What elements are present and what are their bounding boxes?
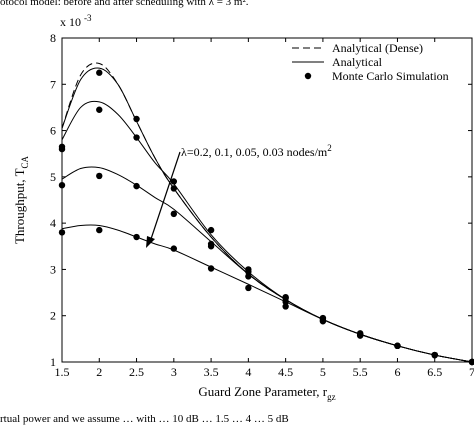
x-tick-label: 5 (320, 365, 326, 379)
legend-marker (304, 72, 312, 80)
dense-curve (61, 62, 473, 363)
mc-point-set3 (133, 182, 140, 190)
figure-caption-bottom: rtual power and we assume … with … 10 dB… (0, 413, 289, 425)
legend-entry: Analytical (Dense) (332, 41, 423, 55)
legend-entry: Analytical (332, 55, 383, 69)
y-axis-label-sub: CA (20, 155, 30, 168)
legend-entry: Monte Carlo Simulation (332, 69, 449, 83)
annotation-arrow-head (146, 236, 155, 248)
plot-frame (61, 37, 473, 363)
mc-point-set4 (170, 245, 178, 252)
mc-point-set3 (170, 210, 178, 218)
mc-point-set2 (170, 185, 178, 192)
x-tick-label: 7 (469, 365, 474, 379)
mc-point-set4 (319, 318, 327, 325)
x-tick-label: 1.5 (55, 365, 70, 379)
analytical-curve-5 (61, 224, 473, 363)
mc-point-set3 (282, 298, 289, 306)
mc-point-set3 (207, 243, 215, 250)
y-tick-label: 5 (50, 170, 56, 184)
mc-point-set4 (468, 358, 474, 366)
x-tick-label: 2.5 (129, 365, 144, 379)
mc-point-set2 (133, 134, 140, 141)
series-layer (58, 62, 474, 366)
x-tick-label: 6 (394, 365, 400, 379)
x-tick-label: 6.5 (427, 365, 442, 379)
lambda-annotation-sup: 2 (327, 143, 332, 153)
y-tick-label: 1 (50, 355, 56, 369)
mc-point-set1 (96, 69, 103, 76)
mc-point-set4 (356, 332, 364, 339)
y-tick-label: 7 (50, 77, 56, 91)
mc-point-set4 (431, 351, 438, 359)
y-tick-label: 2 (50, 309, 56, 323)
analytical-curve-2 (61, 67, 473, 363)
mc-point-set4 (58, 229, 66, 236)
y-tick-label: 6 (50, 124, 56, 138)
x-axis-label: Guard Zone Parameter, rgz (198, 384, 335, 402)
annotation-arrow-shaft (149, 151, 181, 243)
analytical-curve-4 (61, 166, 473, 363)
mc-point-set4 (282, 303, 289, 310)
mc-point-set2 (245, 268, 252, 275)
mc-point-set1 (207, 226, 215, 234)
mc-point-set3 (58, 181, 66, 189)
x-tick-label: 4.5 (278, 365, 293, 379)
mc-point-set4 (245, 284, 252, 292)
x-tick-label: 5.5 (353, 365, 368, 379)
y-tick-label: 4 (50, 216, 56, 230)
figure-caption-top: otocol model: before and after schedulin… (0, 0, 249, 8)
mc-point-set2 (96, 106, 103, 113)
mc-point-set4 (394, 342, 401, 349)
axes-layer: 1.5 2 2.5 3 3.5 4 4.5 5 5.5 6 6.5 7 1 2 3 4 5 6 7 8 x 10 -3 G… (12, 13, 474, 402)
x-tick-label: 4 (245, 365, 251, 379)
y-multiplier: x 10 -3 (60, 13, 92, 29)
mc-point-set3 (96, 172, 103, 180)
mc-point-set4 (133, 233, 140, 241)
lambda-annotation: λ=0.2, 0.1, 0.05, 0.03 nodes/m2 (181, 143, 332, 159)
y-tick-label: 8 (50, 31, 56, 45)
mc-point-set3 (245, 273, 252, 280)
annotation: λ=0.2, 0.1, 0.05, 0.03 nodes/m2 (146, 143, 332, 248)
x-tick-label: 3 (171, 365, 177, 379)
x-tick-label: 2 (96, 365, 102, 379)
mc-point-set2 (58, 145, 66, 153)
y-multiplier-exponent: -3 (84, 13, 92, 23)
y-axis-label: Throughput, TCA (12, 155, 30, 244)
mc-point-set1 (133, 115, 140, 123)
mc-point-set4 (96, 226, 103, 234)
mc-point-set4 (207, 265, 215, 272)
x-axis-label-sub: gz (327, 392, 336, 402)
x-tick-label: 3.5 (204, 365, 219, 379)
mc-point-set1 (170, 178, 178, 185)
y-tick-label: 3 (50, 262, 56, 276)
